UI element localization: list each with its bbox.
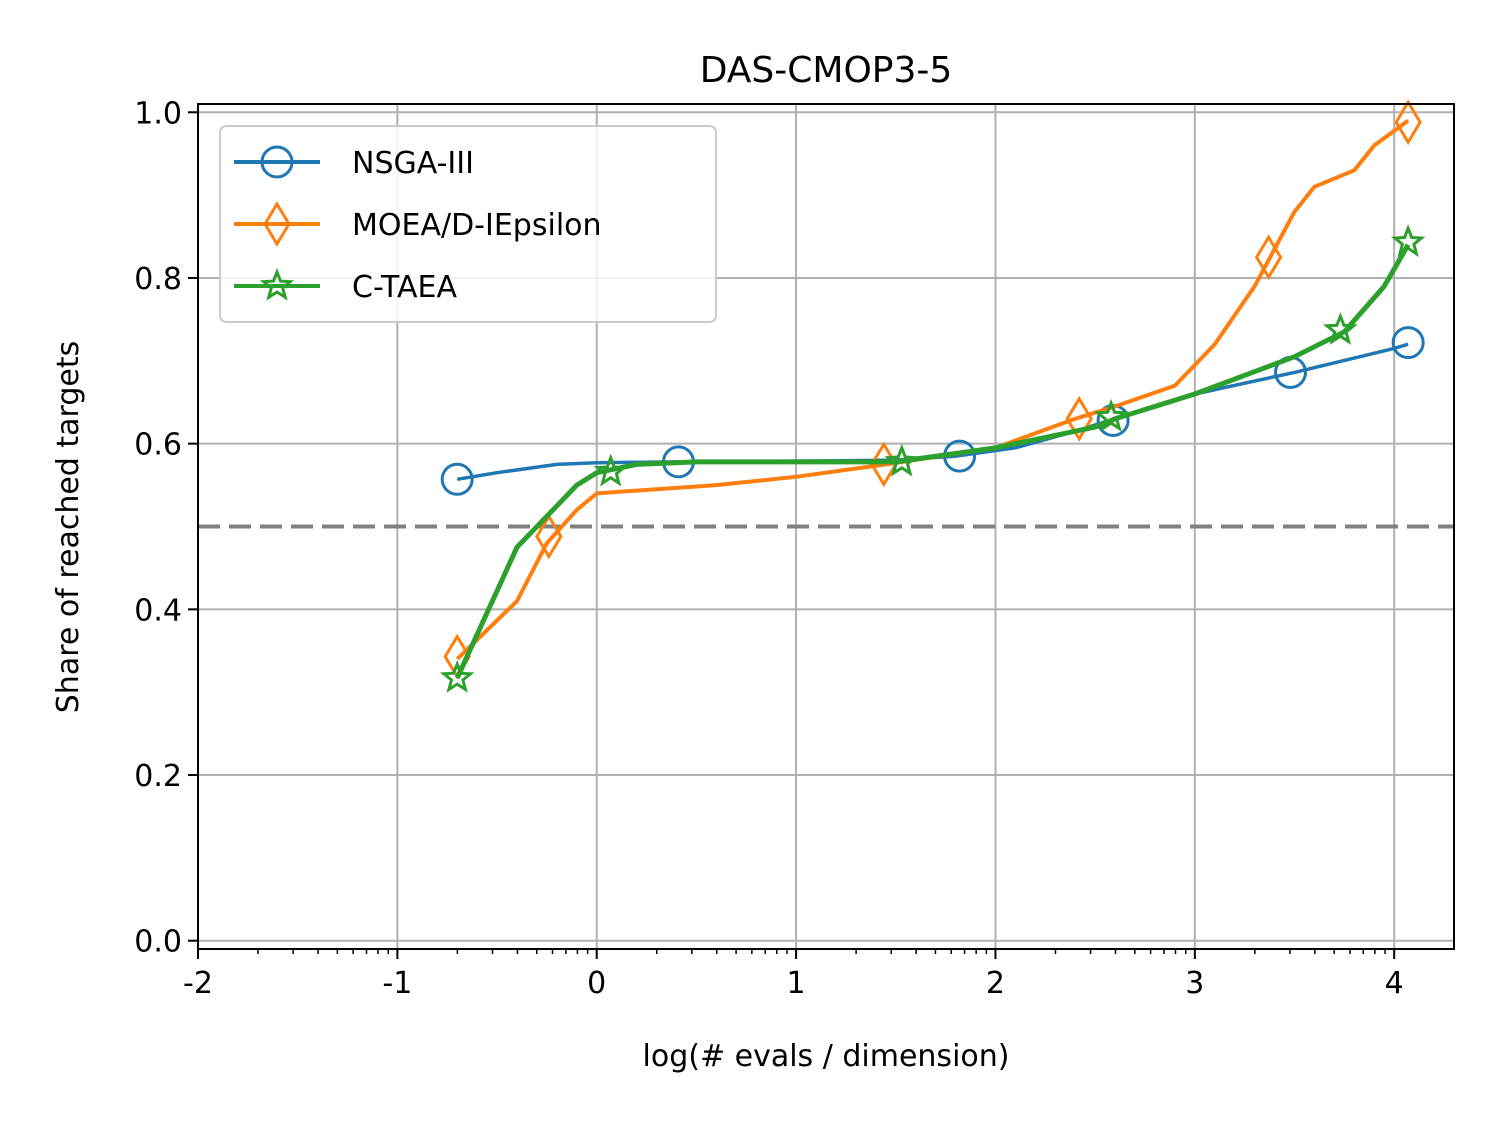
x-tick-label: 3 xyxy=(1185,966,1204,1001)
legend-box xyxy=(219,125,717,323)
legend-label: MOEA/D-IEpsilon xyxy=(352,208,602,243)
legend-marker xyxy=(259,267,295,301)
series-line xyxy=(455,118,1410,661)
data-point xyxy=(884,443,920,477)
x-tick-label: 4 xyxy=(1385,966,1404,1001)
legend-entry: NSGA-III xyxy=(234,145,474,181)
series-0 xyxy=(440,326,1425,496)
data-point xyxy=(1391,326,1425,360)
series-1 xyxy=(443,99,1422,680)
x-tick-label: 0 xyxy=(587,966,606,1001)
series-layer xyxy=(439,99,1426,693)
legend-label: NSGA-III xyxy=(352,146,474,181)
y-tick-label: 0.6 xyxy=(134,428,182,463)
data-point xyxy=(1322,312,1358,345)
data-point xyxy=(1065,395,1093,442)
y-tick-label: 0.4 xyxy=(134,593,182,628)
legend: NSGA-III MOEA/D-IEpsilon C-TAEA xyxy=(219,125,717,323)
chart-title: DAS-CMOP3-5 xyxy=(700,50,953,91)
data-point xyxy=(535,513,563,560)
x-axis-label: log(# evals / dimension) xyxy=(643,1039,1010,1074)
x-tick-label: -1 xyxy=(382,966,412,1001)
y-tick-label: 0.0 xyxy=(134,925,182,960)
y-tick-label: 1.0 xyxy=(134,96,182,131)
plot-frame xyxy=(197,103,1455,950)
y-axis-label: Share of reached targets xyxy=(51,341,86,713)
data-point xyxy=(1390,224,1426,258)
legend-label: C-TAEA xyxy=(352,270,457,305)
y-tick-label: 0.2 xyxy=(134,759,182,794)
series-2 xyxy=(439,224,1426,693)
x-axis: -2 -1 0 1 2 3 4 xyxy=(183,949,1404,1001)
y-axis: 0.0 0.2 0.4 0.6 0.8 1.0 xyxy=(134,96,198,960)
data-point xyxy=(1254,234,1283,281)
legend-marker xyxy=(263,201,291,247)
data-point xyxy=(593,453,628,487)
data-point xyxy=(439,659,475,693)
data-point xyxy=(1093,398,1129,432)
data-point xyxy=(440,462,474,496)
legend-entry: C-TAEA xyxy=(234,267,457,305)
x-tick-label: 2 xyxy=(986,966,1005,1001)
legend-marker xyxy=(260,145,294,179)
x-tick-label: 1 xyxy=(787,966,806,1001)
legend-entry: MOEA/D-IEpsilon xyxy=(234,201,602,247)
series-line xyxy=(456,342,1409,482)
data-point xyxy=(1394,99,1422,146)
y-tick-label: 0.8 xyxy=(134,262,182,297)
x-tick-label: -2 xyxy=(183,966,213,1001)
